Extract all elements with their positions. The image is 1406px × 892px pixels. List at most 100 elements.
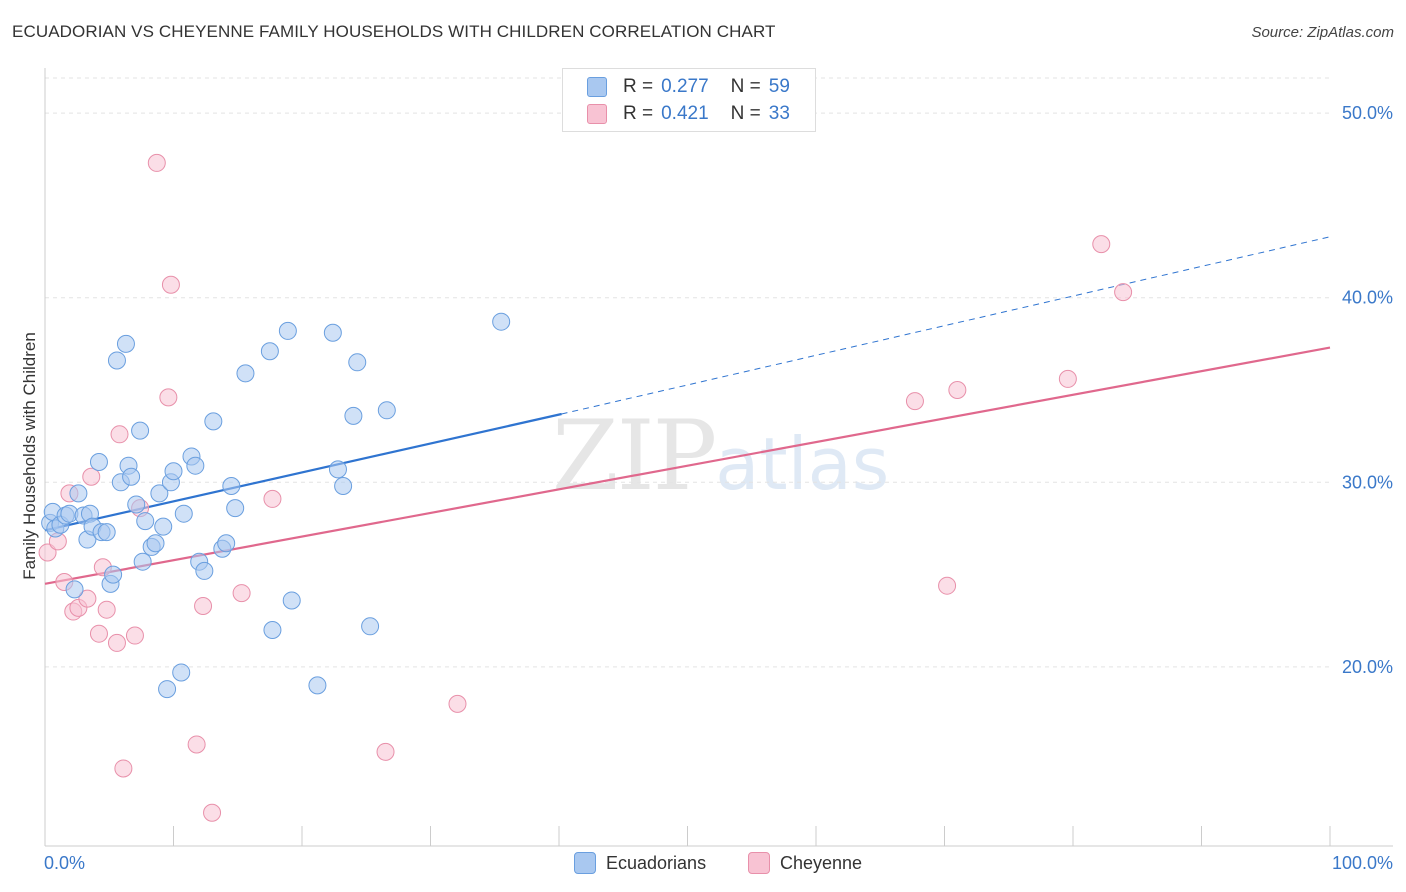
data-point-ecuadorians [492,312,511,331]
data-point-ecuadorians [107,351,126,370]
ecuadorians-legend-swatch [574,852,596,874]
watermark-zip: ZIP [552,400,717,512]
n-label: N = [730,76,761,97]
tick-labels: 20.0% 30.0% 40.0% 50.0% 0.0% 100.0% [44,103,1393,873]
data-point-cheyenne [1114,283,1133,302]
source-label: Source: ZipAtlas.com [1251,24,1394,41]
y-tick-label: 50.0% [1342,103,1393,123]
cheyenne-legend-label: Cheyenne [780,852,863,873]
n-label: N = [730,103,761,124]
data-point-cheyenne [78,589,97,608]
data-point-ecuadorians [323,323,342,342]
data-point-ecuadorians [377,401,396,420]
data-point-ecuadorians [97,523,116,542]
data-point-cheyenne [89,624,108,643]
data-point-ecuadorians [146,534,165,553]
data-point-cheyenne [1092,235,1111,254]
legend-item-ecuadorians[interactable]: Ecuadorians [574,852,706,874]
data-point-cheyenne [107,633,126,652]
legend-item-cheyenne[interactable]: Cheyenne [748,852,862,874]
data-point-cheyenne [263,489,282,508]
data-point-ecuadorians [282,591,301,610]
data-point-ecuadorians [174,504,193,523]
data-point-cheyenne [159,388,178,407]
data-point-ecuadorians [226,499,245,518]
trend-line-cheyenne [44,346,1331,585]
data-point-ecuadorians [104,565,123,584]
data-point-ecuadorians [172,663,191,682]
cheyenne-legend-swatch [748,852,770,874]
data-point-cheyenne [1058,369,1077,388]
y-tick-label: 20.0% [1342,657,1393,677]
series-legend: Ecuadorians Cheyenne [0,852,1406,876]
data-point-ecuadorians [136,512,155,531]
data-point-cheyenne [203,803,222,822]
data-point-ecuadorians [204,412,223,431]
data-point-cheyenne [82,467,101,486]
data-point-ecuadorians [236,364,255,383]
data-point-ecuadorians [222,477,241,495]
data-point-cheyenne [938,576,957,595]
data-point-ecuadorians [158,680,177,699]
chart-title: ECUADORIAN VS CHEYENNE FAMILY HOUSEHOLDS… [12,22,776,41]
data-point-cheyenne [376,742,395,761]
data-point-ecuadorians [186,456,205,475]
legend-row-cheyenne: R = 0.421 N = 33 [587,101,790,127]
stats-legend: R = 0.277 N = 59 R = 0.421 N = 33 [562,68,816,132]
data-point-ecuadorians [344,406,363,425]
cheyenne-swatch [587,104,607,124]
data-point-ecuadorians [263,621,282,639]
data-point-ecuadorians [260,342,279,361]
data-point-cheyenne [905,392,924,411]
data-point-cheyenne [147,153,166,172]
y-tick-label: 30.0% [1342,472,1393,492]
x-tick-label-min: 0.0% [44,853,85,873]
x-tick-label-max: 100.0% [1332,853,1393,873]
data-points [38,153,1133,822]
ecuadorians-r-value: 0.277 [661,76,709,97]
data-point-cheyenne [125,626,144,645]
data-point-ecuadorians [131,421,150,440]
data-point-ecuadorians [150,484,169,503]
data-point-cheyenne [948,381,967,399]
data-point-ecuadorians [122,467,141,486]
data-point-cheyenne [187,735,206,754]
data-point-cheyenne [161,275,180,294]
trend-line-extension-ecuadorians [561,236,1331,415]
data-point-cheyenne [232,584,251,603]
data-point-ecuadorians [278,321,297,340]
data-point-cheyenne [448,694,467,713]
data-point-ecuadorians [154,517,173,536]
data-point-ecuadorians [164,462,183,481]
watermark-atlas: atlas [715,422,890,506]
data-point-cheyenne [114,759,133,778]
data-point-ecuadorians [328,460,347,479]
ecuadorians-swatch [587,77,607,97]
r-label: R = [623,103,654,124]
trend-lines [44,236,1331,585]
data-point-ecuadorians [334,477,353,495]
data-point-cheyenne [194,597,213,615]
legend-row-ecuadorians: R = 0.277 N = 59 [587,74,790,100]
cheyenne-n-value: 33 [768,103,790,124]
watermark: ZIPatlas [552,400,889,512]
data-point-ecuadorians [195,561,214,580]
data-point-cheyenne [110,425,129,444]
data-point-cheyenne [97,600,116,619]
y-tick-label: 40.0% [1342,288,1393,308]
cheyenne-r-value: 0.421 [661,103,709,124]
data-point-ecuadorians [89,453,108,471]
axes [44,68,1393,847]
data-point-ecuadorians [308,676,327,695]
data-point-ecuadorians [348,353,367,372]
data-point-ecuadorians [69,484,88,503]
data-point-ecuadorians [116,334,135,353]
ecuadorians-n-value: 59 [768,76,790,97]
data-point-ecuadorians [217,534,236,553]
data-point-ecuadorians [127,495,146,514]
data-point-ecuadorians [361,617,380,636]
data-point-cheyenne [38,543,57,562]
r-label: R = [623,76,654,97]
data-point-ecuadorians [133,552,152,571]
